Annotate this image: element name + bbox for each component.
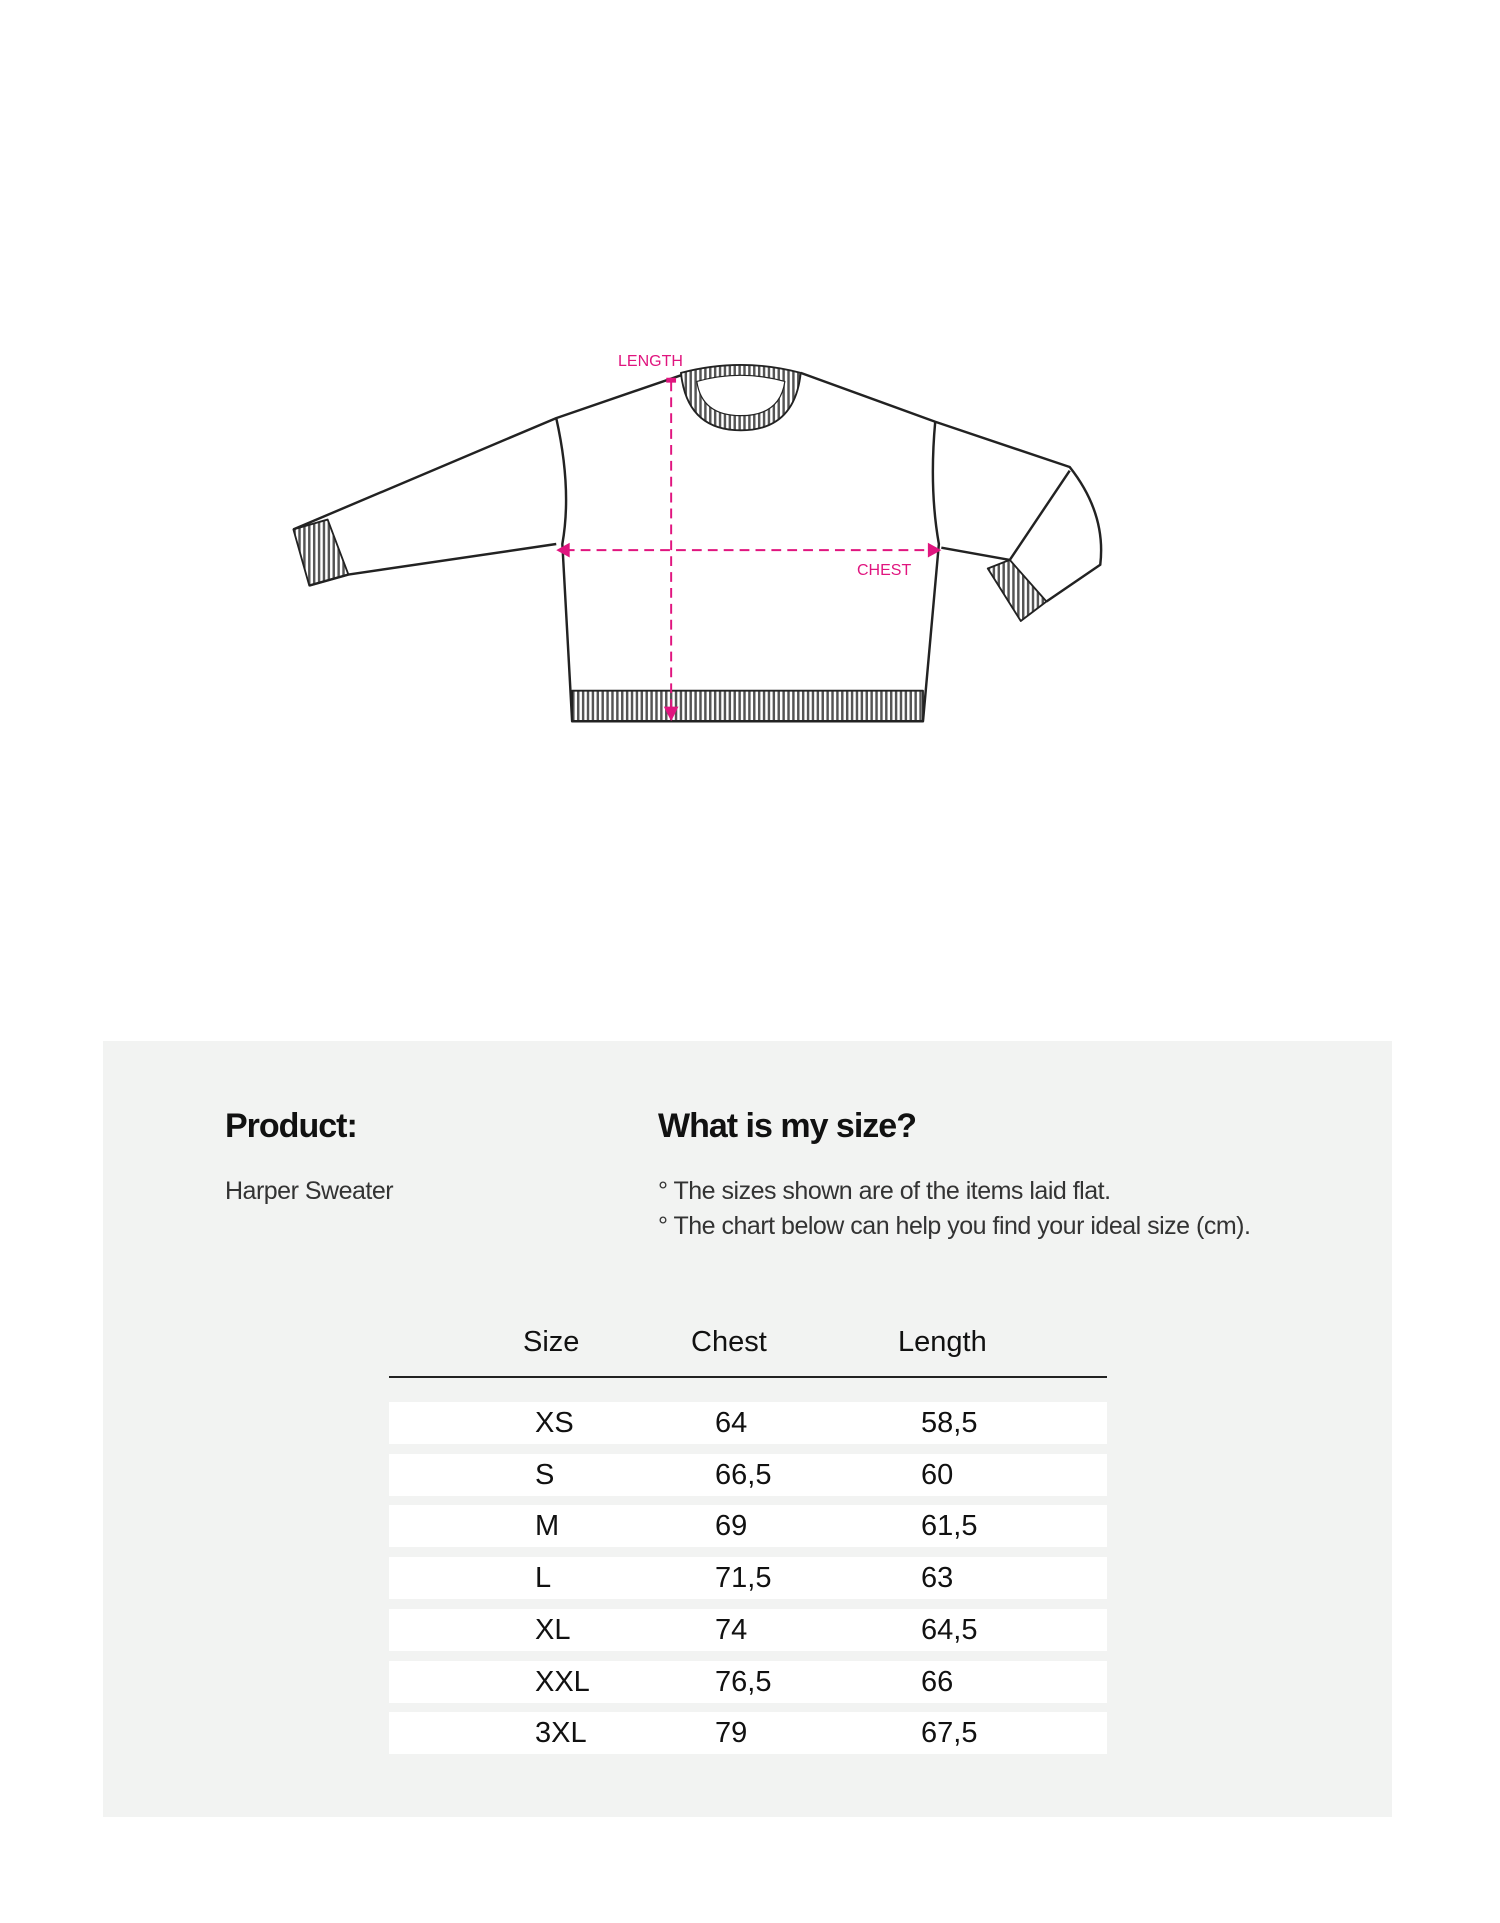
table-row: XS 64 58,5: [389, 1402, 1107, 1444]
chest-cell: 64: [715, 1407, 748, 1439]
table-row: S 66,5 60: [389, 1453, 1107, 1496]
chest-cell: 76,5: [715, 1665, 772, 1698]
sweater-measurement-diagram: LENGTH CHEST: [292, 353, 1103, 723]
right-cuff: [986, 558, 1048, 622]
size-cell: M: [535, 1510, 560, 1543]
product-name: Harper Sweater: [225, 1177, 394, 1205]
chest-cell: 66,5: [715, 1458, 772, 1491]
column-header-length: Length: [898, 1326, 987, 1358]
length-cell: 61,5: [921, 1510, 978, 1543]
size-cell: 3XL: [535, 1717, 587, 1750]
product-heading: Product:: [225, 1107, 358, 1145]
size-cell: L: [535, 1562, 552, 1595]
length-cell: 58,5: [921, 1407, 978, 1439]
table-row: 3XL 79 67,5: [389, 1712, 1107, 1755]
column-header-chest: Chest: [691, 1326, 767, 1358]
length-label: LENGTH: [618, 353, 683, 370]
length-cell: 66: [921, 1665, 954, 1698]
table-row: L 71,5 63: [389, 1557, 1107, 1600]
length-cell: 63: [921, 1562, 954, 1595]
length-cell: 60: [921, 1458, 954, 1491]
table-row: XL 74 64,5: [389, 1608, 1107, 1651]
size-cell: XS: [535, 1407, 574, 1439]
chest-cell: 79: [715, 1717, 748, 1750]
table-row: M 69 61,5: [389, 1505, 1107, 1548]
length-cell: 67,5: [921, 1717, 978, 1750]
hem-rib: [571, 689, 924, 723]
sweater-outline: [292, 371, 1103, 723]
chest-cell: 71,5: [715, 1562, 772, 1595]
header-divider: [389, 1376, 1107, 1378]
size-cell: S: [535, 1458, 555, 1491]
table-row: XXL 76,5 66: [389, 1660, 1107, 1703]
size-guide-panel: Product: Harper Sweater What is my size?…: [103, 1041, 1392, 1817]
chest-cell: 74: [715, 1613, 748, 1646]
chest-label: CHEST: [857, 562, 911, 579]
column-header-size: Size: [523, 1326, 580, 1358]
size-cell: XXL: [535, 1665, 590, 1698]
size-heading: What is my size?: [658, 1107, 917, 1145]
size-note: ° The sizes shown are of the items laid …: [658, 1177, 1111, 1205]
size-cell: XL: [535, 1613, 571, 1646]
length-cell: 64,5: [921, 1613, 978, 1646]
chest-cell: 69: [715, 1510, 748, 1543]
size-note: ° The chart below can help you find your…: [658, 1212, 1251, 1240]
